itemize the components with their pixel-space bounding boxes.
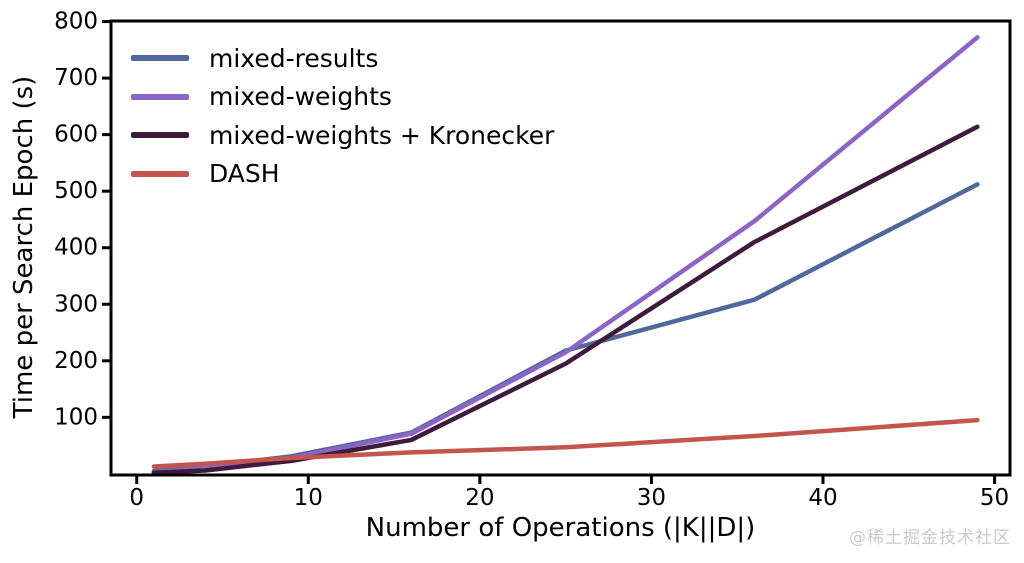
- legend-item: DASH: [131, 155, 554, 194]
- y-tick-label: 200: [54, 348, 98, 374]
- legend-swatch-icon: [131, 55, 189, 62]
- legend-label: mixed-results: [209, 43, 379, 73]
- legend-label: mixed-weights + Kronecker: [209, 120, 555, 150]
- legend-label: DASH: [209, 159, 280, 189]
- legend-swatch-icon: [131, 132, 189, 139]
- x-tick-label: 30: [637, 485, 666, 511]
- y-tick-label: 400: [54, 235, 98, 261]
- axes-spines: [109, 19, 1012, 477]
- y-tick-label: 600: [54, 122, 98, 148]
- y-tick-label: 700: [54, 65, 98, 91]
- y-axis-title: Time per Search Epoch (s): [9, 75, 39, 419]
- y-tick-label: 300: [54, 291, 98, 317]
- x-axis-title: Number of Operations (|K||D|): [365, 513, 756, 543]
- x-tick-label: 10: [294, 485, 323, 511]
- x-tick-label: 40: [808, 485, 837, 511]
- x-tick-label: 0: [129, 485, 144, 511]
- legend: mixed-results mixed-weights mixed-weights …: [131, 39, 554, 193]
- watermark: @稀土掘金技术社区: [849, 528, 1011, 548]
- y-tick-label: 800: [54, 9, 98, 35]
- x-tick-label: 20: [465, 485, 494, 511]
- series-line-mixed-weights-kronecker: [151, 124, 980, 475]
- legend-item: mixed-results: [131, 39, 554, 78]
- x-tick-label: 50: [980, 485, 1009, 511]
- y-tick-label: 100: [54, 404, 98, 430]
- series-line-dash: [151, 417, 980, 469]
- legend-swatch-icon: [131, 170, 189, 177]
- legend-swatch-icon: [131, 93, 189, 100]
- y-tick-label: 500: [54, 178, 98, 204]
- legend-label: mixed-weights: [209, 82, 392, 112]
- legend-item: mixed-weights + Kronecker: [131, 116, 554, 155]
- legend-item: mixed-weights: [131, 78, 554, 117]
